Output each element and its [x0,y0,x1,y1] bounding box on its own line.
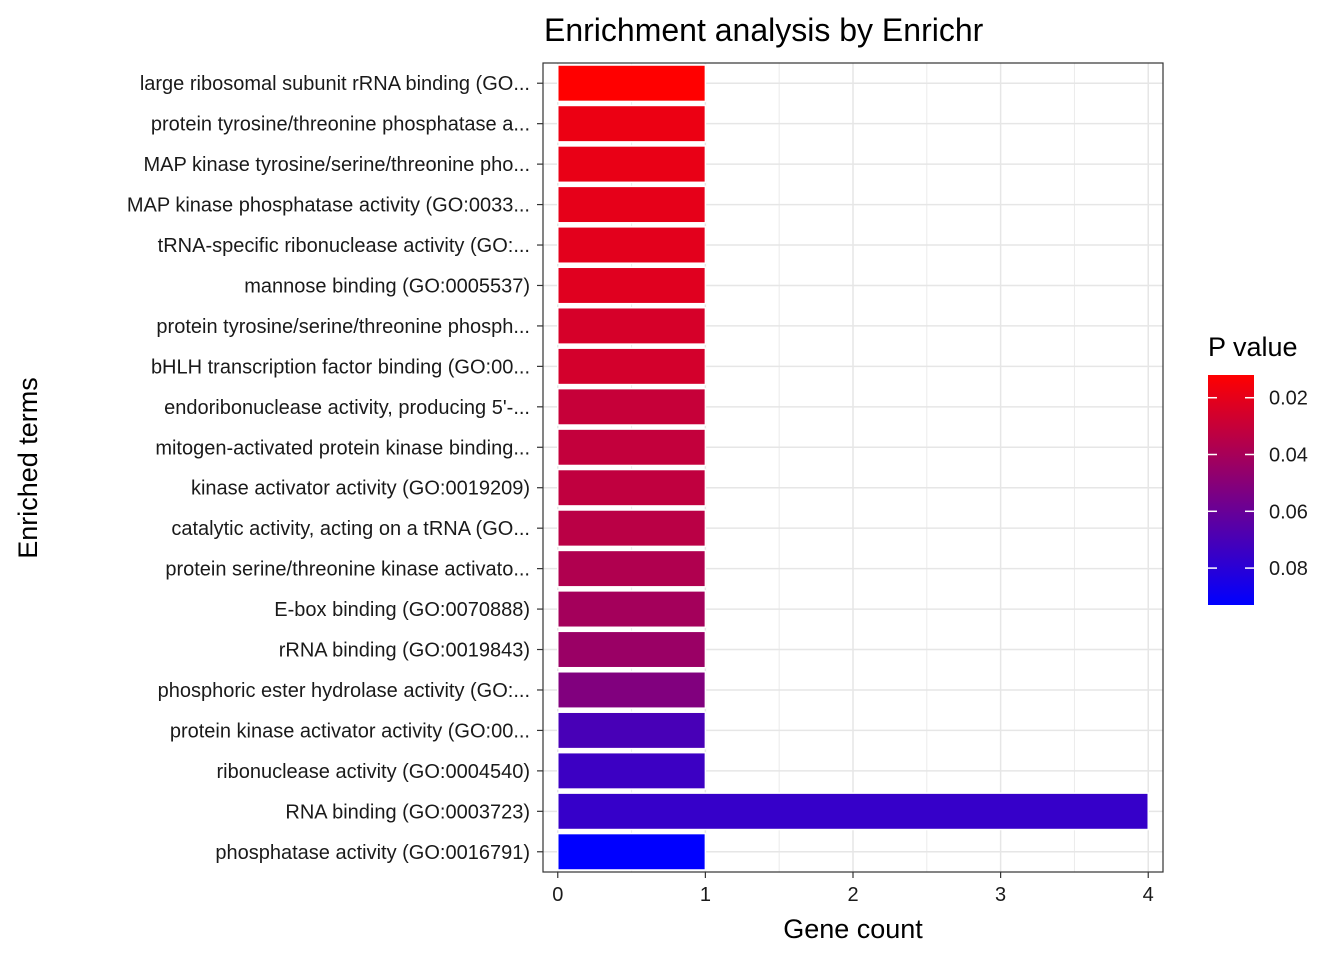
y-tick-label: mannose binding (GO:0005537) [244,275,530,297]
bar [557,347,707,386]
y-tick-label: catalytic activity, acting on a tRNA (GO… [171,518,530,540]
y-tick-label: ribonuclease activity (GO:0004540) [217,761,531,783]
y-tick-label: bHLH transcription factor binding (GO:00… [151,356,530,378]
bar [557,306,707,345]
y-tick-label: kinase activator activity (GO:0019209) [191,478,530,500]
x-tick-label: 0 [552,884,563,906]
y-tick-label: mitogen-activated protein kinase binding… [155,437,530,459]
chart-title: Enrichment analysis by Enrichr [544,12,984,48]
legend-title: P value [1208,332,1298,362]
x-tick-label: 3 [995,884,1006,906]
y-tick-label: protein tyrosine/serine/threonine phosph… [156,316,530,338]
y-tick-label: MAP kinase tyrosine/serine/threonine pho… [143,154,530,176]
legend: P value 0.02 0.04 0.06 0.08 [1208,332,1308,605]
y-tick-label: RNA binding (GO:0003723) [285,801,530,823]
y-tick-label: MAP kinase phosphatase activity (GO:0033… [127,195,530,217]
y-tick-label: protein serine/threonine kinase activato… [165,559,530,581]
y-tick-label: phosphoric ester hydrolase activity (GO:… [158,680,530,702]
legend-tick-label: 0.08 [1269,558,1308,580]
y-tick-label: protein tyrosine/threonine phosphatase a… [151,114,530,136]
x-tick-label: 2 [847,884,858,906]
y-tick-label: E-box binding (GO:0070888) [274,599,530,621]
bar [557,64,707,103]
bar [557,145,707,184]
x-axis-title: Gene count [783,914,923,944]
x-tick-label: 1 [700,884,711,906]
legend-tick-label: 0.04 [1269,445,1308,467]
y-tick-label: protein kinase activator activity (GO:00… [170,720,530,742]
bar [557,751,707,790]
bar [557,711,707,750]
bar [557,226,707,264]
bar [557,185,707,224]
grid [543,63,1163,872]
x-axis: 0 1 2 3 4 [552,872,1154,906]
bar [557,104,707,143]
bar [557,832,707,871]
y-tick-label: phosphatase activity (GO:0016791) [215,842,530,864]
legend-ticks: 0.02 0.04 0.06 0.08 [1208,388,1308,580]
bars [557,64,1149,871]
legend-tick-label: 0.02 [1269,388,1308,410]
y-tick-label: tRNA-specific ribonuclease activity (GO:… [158,235,530,257]
bar [557,590,707,629]
y-axis: large ribosomal subunit rRNA binding (GO… [127,73,543,864]
y-axis-title: Enriched terms [13,377,43,559]
bar [557,792,1149,831]
bar [557,266,707,305]
y-tick-label: large ribosomal subunit rRNA binding (GO… [140,73,530,95]
bar [557,671,707,709]
y-tick-label: rRNA binding (GO:0019843) [279,640,530,662]
bar [557,549,707,588]
bar [557,428,707,467]
bar [557,509,707,548]
legend-tick-label: 0.06 [1269,501,1308,523]
x-tick-label: 4 [1143,884,1154,906]
y-tick-label: endoribonuclease activity, producing 5'-… [164,397,530,419]
bar [557,468,707,507]
legend-colorbar [1208,375,1254,605]
bar [557,630,707,669]
bar [557,387,707,426]
